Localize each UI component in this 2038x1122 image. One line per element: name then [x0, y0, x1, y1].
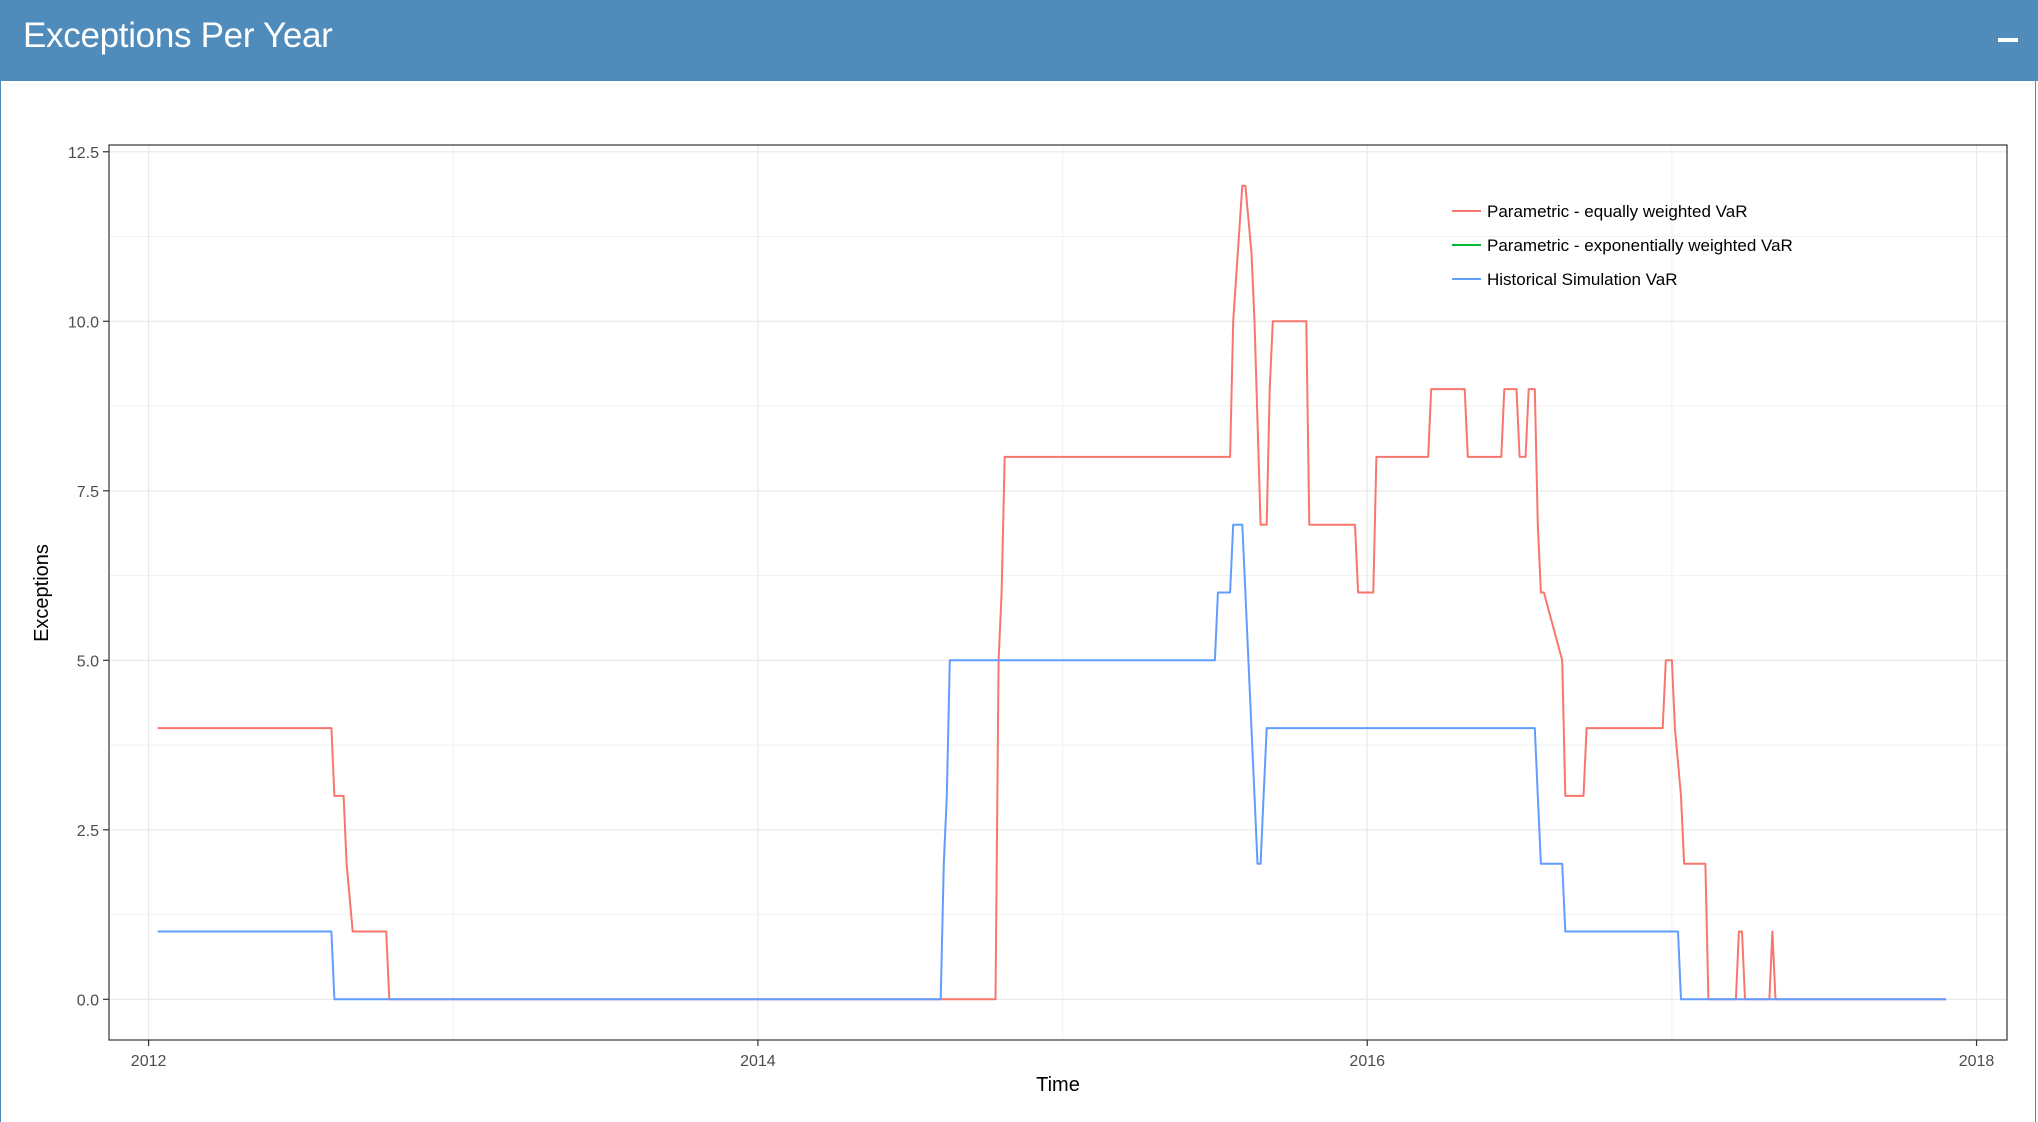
legend-label-2: Historical Simulation VaR [1487, 270, 1678, 289]
x-tick-label: 2018 [1959, 1053, 1995, 1070]
minus-icon [1998, 38, 2018, 42]
exceptions-chart: 2012 2014 2016 2018 0.0 2.5 5.0 7.5 10.0 12.5 Tim… [31, 144, 2008, 1096]
series-line-0 [157, 184, 1947, 1001]
y-tick-label: 2.5 [77, 823, 99, 840]
y-axis-title: Exceptions [31, 544, 53, 642]
y-tick-label: 0.0 [77, 992, 99, 1009]
series-lines [157, 184, 1947, 1001]
axis-ticks: 2012 2014 2016 2018 0.0 2.5 5.0 7.5 10.0 12.5 [68, 145, 1995, 1070]
legend-label-1: Parametric - exponentially weighted VaR [1487, 236, 1793, 255]
y-tick-label: 12.5 [68, 145, 99, 162]
legend-label-0: Parametric - equally weighted VaR [1487, 202, 1747, 221]
panel-title: Exceptions Per Year [23, 16, 333, 55]
x-tick-label: 2016 [1349, 1053, 1385, 1070]
series-line-2 [157, 523, 1947, 1001]
panel-header: Exceptions Per Year [1, 0, 2038, 81]
y-tick-label: 5.0 [77, 653, 99, 670]
collapse-button[interactable] [1987, 18, 2029, 60]
legend: Parametric - equally weighted VaR Paramet… [1452, 202, 1793, 289]
y-tick-label: 10.0 [68, 314, 99, 331]
y-tick-label: 7.5 [77, 484, 99, 501]
plot-border [108, 144, 2008, 1041]
x-tick-label: 2014 [740, 1053, 776, 1070]
x-tick-label: 2012 [131, 1053, 167, 1070]
grid-lines [109, 145, 2007, 1040]
x-axis-title: Time [1036, 1074, 1080, 1096]
